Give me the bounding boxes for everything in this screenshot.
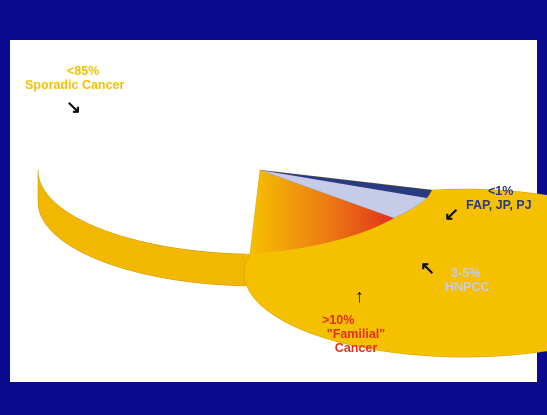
fap-slice: [260, 170, 432, 198]
arrow-sporadic-icon: ↘: [66, 97, 82, 117]
label-hnpcc-percent: 3-5%: [451, 266, 481, 280]
label-familial: >10% "Familial" Cancer: [318, 313, 394, 355]
sporadic-side: [37, 169, 246, 287]
hnpcc-slice: [259, 169, 428, 219]
label-sporadic: <85% Sporadic Cancer: [25, 64, 124, 92]
label-hnpcc: 3-5% HNPCC: [445, 266, 489, 294]
label-hnpcc-name: HNPCC: [445, 280, 490, 294]
label-sporadic-name: Sporadic Cancer: [25, 78, 125, 92]
label-familial-name: "Familial": [326, 327, 386, 341]
label-sporadic-percent: <85%: [67, 64, 100, 78]
familial-slice: [250, 170, 394, 254]
label-familial-cancer: Cancer: [334, 341, 378, 355]
arrow-familial-icon: ↑: [355, 286, 364, 306]
label-fap-percent: <1%: [488, 184, 514, 198]
label-fap-name: FAP, JP, PJ: [466, 198, 532, 212]
arrow-fap-icon: ↙: [444, 204, 460, 224]
label-familial-percent: >10%: [322, 313, 355, 327]
slide-bottom-border: [0, 382, 547, 415]
label-fap: <1% FAP, JP, PJ: [466, 184, 532, 212]
slide-top-border: [0, 0, 547, 40]
arrow-hnpcc-icon: ↖: [420, 258, 436, 278]
